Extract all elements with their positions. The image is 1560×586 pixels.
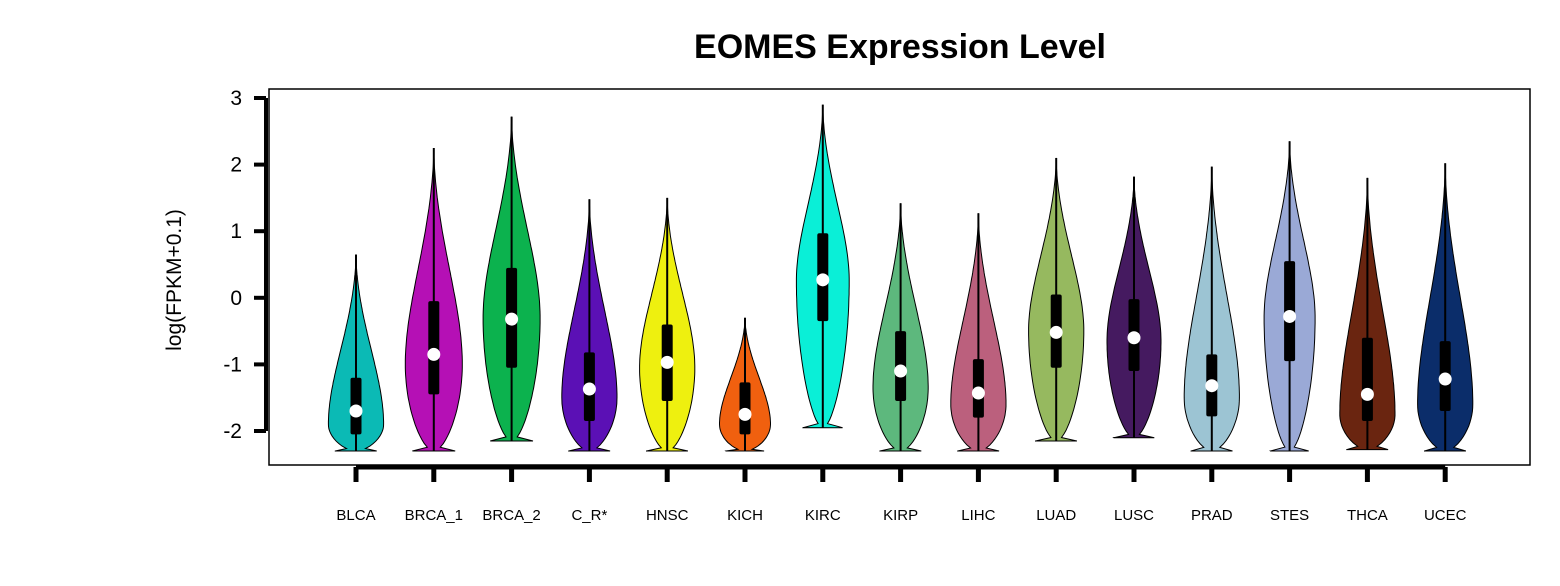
x-tick-label: KIRP (883, 507, 918, 524)
violin-median-dot (1127, 331, 1141, 345)
x-tick-label: BRCA_1 (405, 507, 463, 524)
y-tick-label: 0 (230, 287, 242, 310)
violin-median-dot (349, 404, 363, 418)
y-tick-label: -1 (223, 353, 242, 376)
x-tick-label: BLCA (336, 507, 375, 524)
violin-median-dot (1205, 379, 1219, 393)
violin-group (404, 147, 463, 452)
violin-group (482, 116, 541, 442)
violin-group (1339, 177, 1396, 451)
x-tick-label: HNSC (646, 507, 689, 524)
y-tick-label: -2 (223, 420, 242, 443)
violin-group (719, 317, 771, 452)
violin-median-dot (894, 364, 908, 378)
violin-group (1106, 176, 1162, 439)
x-tick-label: PRAD (1191, 507, 1233, 524)
violin-median-dot (738, 407, 752, 421)
y-tick-label: 1 (230, 220, 242, 243)
x-tick-label: C_R* (571, 507, 607, 524)
violin-median-dot (505, 312, 519, 326)
violin-median-dot (971, 386, 985, 400)
x-tick-label: BRCA_2 (482, 507, 540, 524)
violin-median-dot (1360, 387, 1374, 401)
violin-iqr-box (428, 301, 440, 395)
x-tick-label: THCA (1347, 507, 1388, 524)
violin-group (327, 254, 385, 452)
violin-median-dot (582, 382, 596, 396)
violin-median-dot (1438, 372, 1452, 386)
y-tick-label: 3 (230, 87, 242, 110)
violin-median-dot (1049, 325, 1063, 339)
violin-iqr-box (1361, 337, 1373, 422)
violin-group (1028, 157, 1085, 442)
chart-title: EOMES Expression Level (694, 28, 1106, 66)
violin-group (639, 197, 696, 452)
violin-median-dot (816, 273, 830, 287)
axes-layer: -2 -1 0 1 2 3 BLCA BRCA_1 BRCA_2 C_R* HNSC KICH KIRC… (223, 87, 1466, 524)
violin-group (561, 199, 618, 452)
violin-group (1417, 163, 1474, 452)
violin-group (950, 213, 1007, 452)
violin-group (872, 203, 929, 452)
x-tick-label: LIHC (961, 507, 995, 524)
y-axis-label: log(FPKM+0.1) (163, 209, 186, 351)
x-tick-label: KICH (727, 507, 763, 524)
violin-group (1183, 166, 1240, 452)
x-tick-label: LUAD (1036, 507, 1076, 524)
violin-group (795, 104, 850, 429)
violin-group (1263, 141, 1316, 452)
x-tick-label: UCEC (1424, 507, 1467, 524)
x-tick-label: STES (1270, 507, 1309, 524)
violin-median-dot (427, 347, 441, 361)
x-tick-label: KIRC (805, 507, 841, 524)
violin-median-dot (1283, 309, 1297, 323)
violins-layer (327, 104, 1474, 452)
violin-median-dot (660, 355, 674, 369)
x-tick-label: LUSC (1114, 507, 1154, 524)
y-tick-label: 2 (230, 154, 242, 177)
